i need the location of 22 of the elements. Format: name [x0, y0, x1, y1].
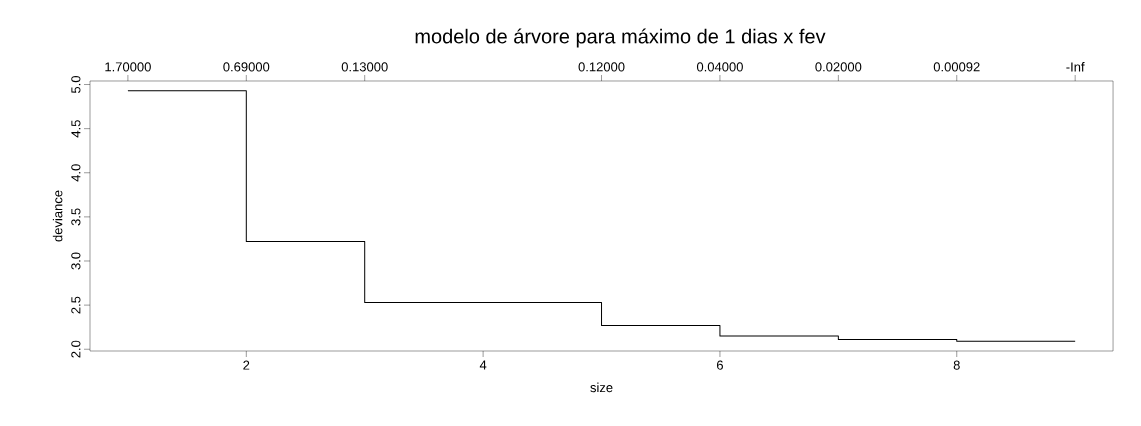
text: 0.02000: [815, 62, 862, 72]
y-tick-label: 3.0: [71, 252, 81, 270]
x-tick-label: 6: [716, 360, 723, 370]
y-tick-label: 5.0: [71, 75, 81, 94]
x-tick-label: 2: [243, 360, 250, 370]
x-tick-label: 8: [953, 360, 960, 370]
y-tick-label: 3.5: [71, 208, 81, 226]
text: 0.00092: [933, 62, 980, 72]
x-tick-label: 4: [479, 360, 487, 370]
y-axis-title: deviance: [52, 190, 63, 242]
y-tick-label: 4.5: [71, 120, 81, 138]
text: 0.12000: [578, 62, 625, 72]
y-tick-label: 2.0: [71, 340, 81, 358]
text: 0.04000: [696, 62, 743, 72]
y-tick-label: 4.0: [71, 164, 81, 182]
chart-title: modelo de árvore para máximo de 1 dias x fev: [415, 28, 826, 48]
text: -Inf: [1066, 62, 1085, 72]
x-axis-title: size: [590, 382, 613, 393]
text: 0.13000: [341, 62, 388, 72]
text: 0.69000: [223, 62, 270, 72]
text: 1.70000: [105, 62, 151, 72]
y-tick-label: 2.5: [71, 296, 81, 314]
